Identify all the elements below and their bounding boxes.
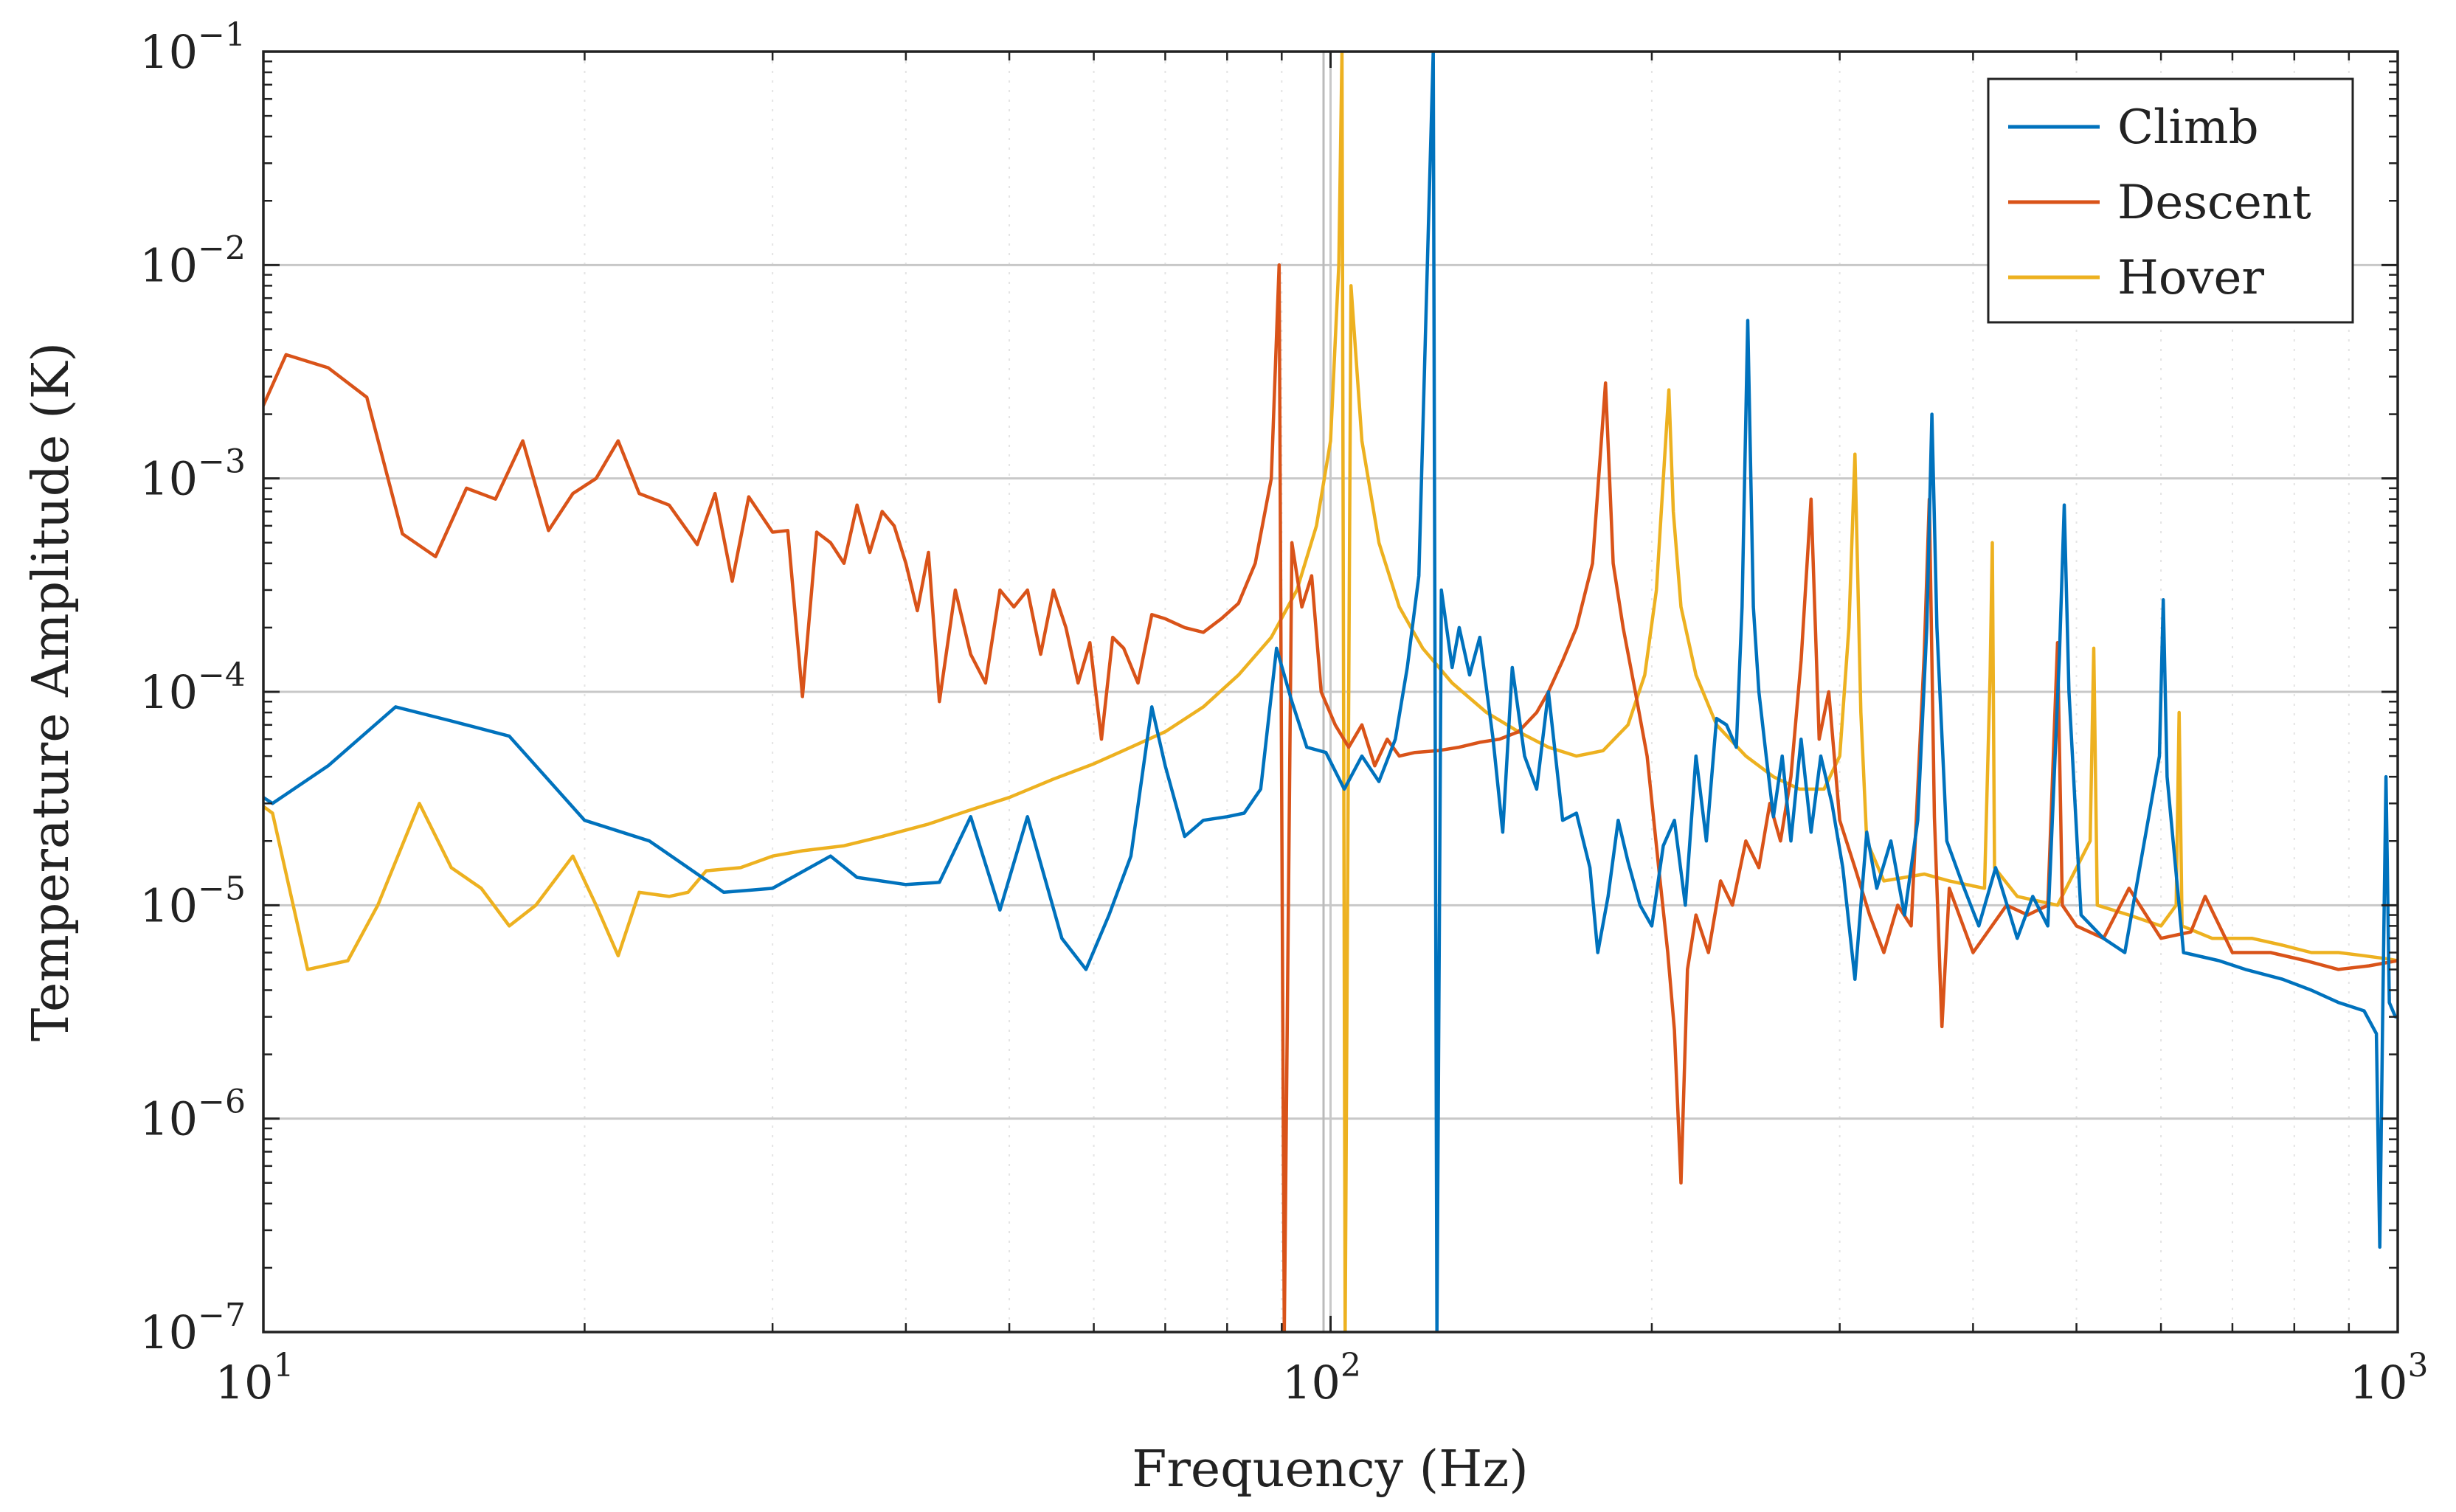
plot-area xyxy=(263,52,2398,1332)
legend-label-climb: Climb xyxy=(2117,100,2259,155)
legend-label-descent: Descent xyxy=(2117,176,2311,230)
y-tick-label: 10−3 xyxy=(139,443,246,506)
axes-ticks xyxy=(262,50,2399,1334)
series-line-hover xyxy=(263,52,2398,1332)
y-axis-title: Temperature Amplitude (K) xyxy=(22,342,80,1041)
y-tick-label: 10−5 xyxy=(139,870,246,932)
legend-label-hover: Hover xyxy=(2117,251,2264,305)
legend: Climb Descent Hover xyxy=(1987,77,2354,324)
series-line-climb xyxy=(263,52,2398,1332)
y-tick-label: 10−4 xyxy=(139,656,246,719)
x-axis-title: Frequency (Hz) xyxy=(1132,1440,1529,1499)
